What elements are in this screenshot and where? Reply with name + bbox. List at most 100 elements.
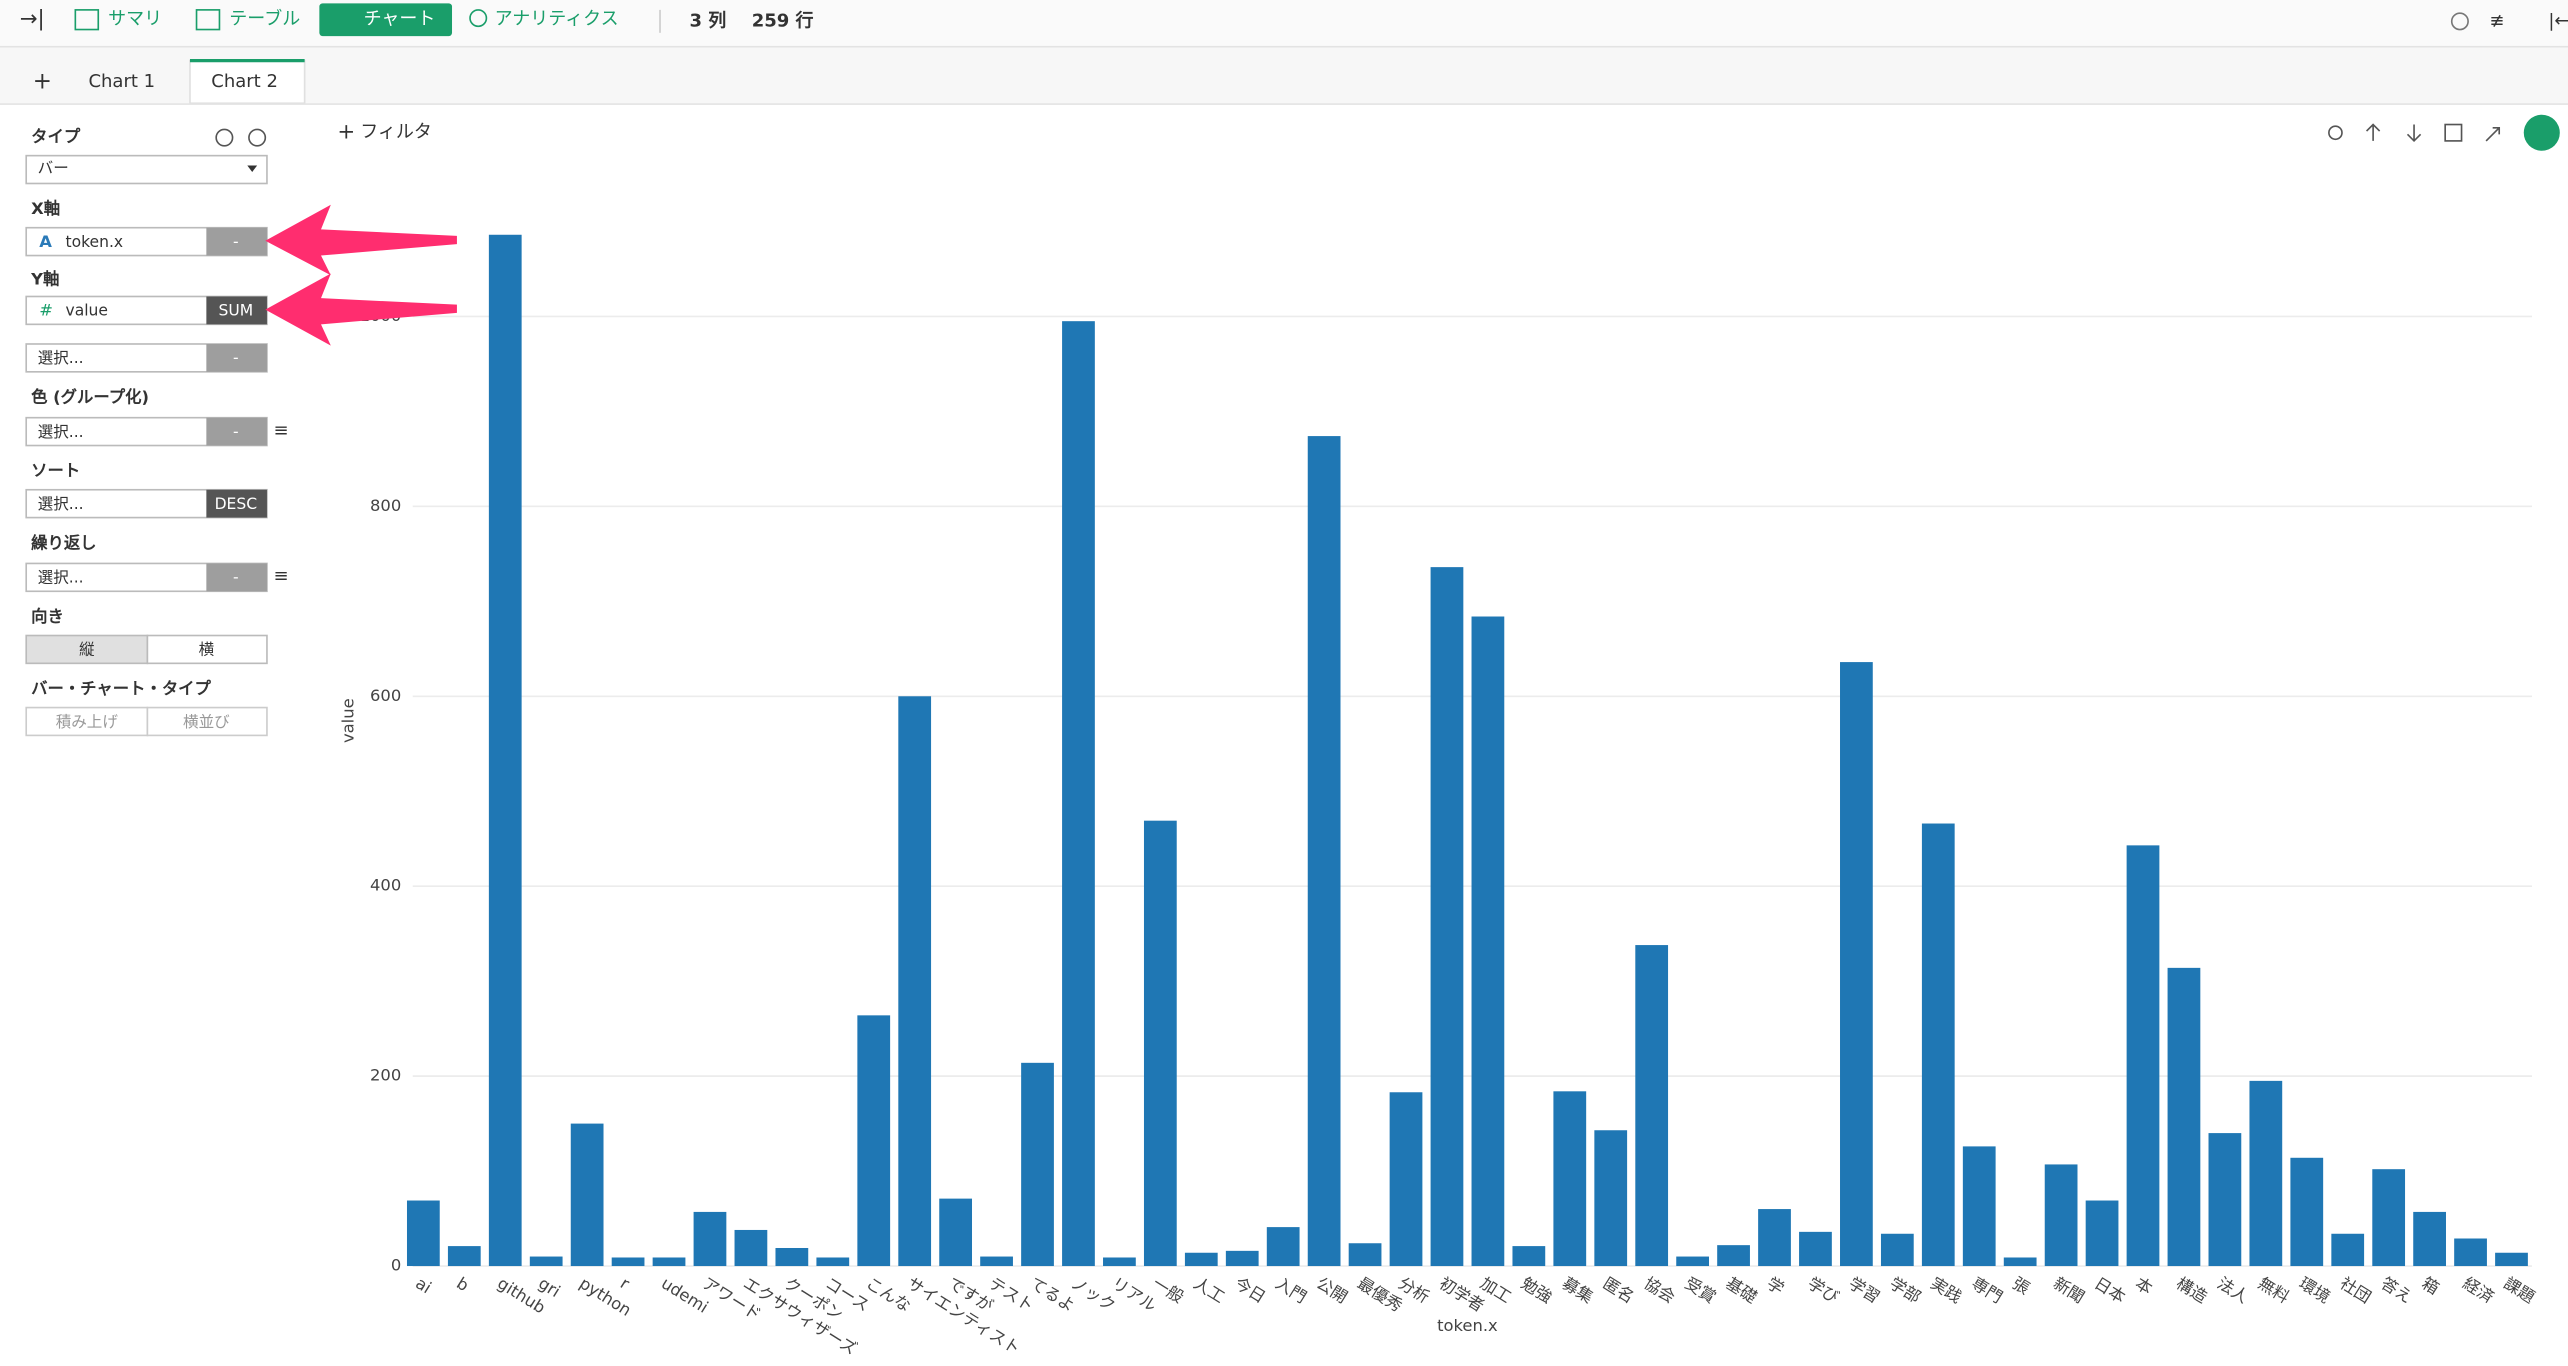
x-tick-label: 基礎 (1723, 1274, 1761, 1307)
y-tick-label: 800 (370, 496, 401, 515)
x-tick-label: ai (412, 1274, 434, 1298)
expand-icon[interactable] (2485, 126, 2501, 142)
refresh-icon[interactable] (2450, 12, 2469, 31)
field: value (66, 302, 108, 320)
bar (1471, 616, 1505, 1267)
bar (1512, 1246, 1546, 1267)
tab-analytics[interactable]: アナリティクス (495, 9, 619, 30)
x-tick-label: てるよ (1026, 1274, 1078, 1316)
add-chart[interactable]: + (33, 68, 52, 94)
toggle-off[interactable] (146, 634, 268, 665)
bar (1348, 1243, 1382, 1267)
filter-plus[interactable]: + (337, 120, 355, 145)
bar (406, 1200, 440, 1267)
x-tick-label: b (453, 1274, 472, 1296)
label: Y軸 (30, 270, 59, 289)
x-tick-label: 人工 (1190, 1274, 1228, 1307)
bar (1880, 1233, 1914, 1267)
bar (2413, 1211, 2446, 1267)
table-icon[interactable] (2444, 123, 2463, 142)
tab-chart[interactable]: チャート (364, 9, 436, 30)
agg[interactable] (206, 489, 267, 518)
label: バー・チャート・タイプ (31, 679, 211, 698)
gear-icon[interactable] (248, 128, 267, 147)
x-tick-label: 学習 (1845, 1274, 1883, 1307)
y-axis-label: value (338, 698, 357, 743)
arrow (265, 204, 457, 276)
bar (816, 1257, 850, 1267)
x-tick-label: 環境 (2296, 1274, 2334, 1307)
tabbar (0, 47, 2568, 104)
agg-label: - (233, 423, 239, 441)
upload-icon[interactable] (2365, 123, 2381, 141)
x-tick-label: 学 (1763, 1274, 1787, 1299)
pin-button[interactable] (2523, 114, 2560, 151)
agg[interactable] (206, 227, 267, 256)
bar (2126, 845, 2160, 1267)
bar (1717, 1245, 1750, 1267)
bar (775, 1247, 809, 1267)
bar (1103, 1257, 1136, 1267)
bar (2495, 1252, 2528, 1267)
x-tick-label: 専門 (1968, 1274, 2006, 1307)
label: 色 (グループ化) (31, 388, 149, 407)
field: 選択... (38, 495, 84, 513)
x-tick-label: 答え (2378, 1274, 2416, 1307)
type-select[interactable] (25, 154, 268, 185)
bar (1553, 1091, 1587, 1267)
agg[interactable] (206, 296, 267, 325)
field: token.x (66, 233, 124, 251)
collapse-icon[interactable]: →| (20, 7, 45, 32)
field: 選択... (38, 349, 84, 367)
bar (1921, 823, 1955, 1267)
settings-icon[interactable]: ≢ (2489, 10, 2504, 31)
x-tick-label: 実践 (1927, 1274, 1965, 1307)
bar (734, 1229, 768, 1267)
x-tick-label: 本 (2132, 1274, 2156, 1299)
chart-tab[interactable]: Chart 2 (211, 71, 278, 92)
agg[interactable] (206, 563, 267, 592)
option: 横 (199, 641, 215, 659)
toggle-off[interactable] (25, 706, 149, 737)
bar (2249, 1080, 2283, 1267)
bar (1962, 1146, 1996, 1267)
bar (2290, 1157, 2324, 1267)
bar (1676, 1256, 1709, 1267)
bar (898, 696, 932, 1267)
tab-chart-bg[interactable] (319, 3, 453, 37)
x-tick-label: 日本 (2091, 1274, 2129, 1307)
agg[interactable] (206, 417, 267, 446)
bar (2208, 1133, 2242, 1267)
bar (1184, 1252, 1218, 1267)
tab-summary[interactable]: サマリ (108, 9, 162, 30)
filter[interactable]: フィルタ (360, 122, 432, 143)
select-value: バー (38, 159, 69, 177)
x-tick-label: こんな (863, 1274, 915, 1316)
bar (2372, 1169, 2406, 1267)
bar (2331, 1233, 2365, 1267)
menu-icon[interactable]: ≡ (274, 566, 289, 587)
y-tick-label: 200 (370, 1066, 401, 1085)
help-icon[interactable] (215, 128, 234, 147)
row-count: 259 行 (752, 9, 814, 31)
download-icon[interactable] (2406, 124, 2422, 143)
x-tick-label: 募集 (1559, 1274, 1597, 1307)
bar (980, 1256, 1013, 1267)
label: 向き (31, 607, 64, 626)
x-tick-label: 協会 (1641, 1274, 1679, 1307)
string-icon: A (39, 232, 52, 251)
menu-icon[interactable]: ≡ (274, 420, 289, 441)
comment-icon[interactable] (2328, 125, 2343, 141)
label: 繰り返し (31, 533, 96, 552)
chart-tab[interactable]: Chart 1 (88, 71, 155, 92)
collapse-right-icon[interactable]: |← (2548, 10, 2568, 31)
toggle-off[interactable] (146, 706, 268, 737)
agg[interactable] (206, 343, 267, 372)
tab-table[interactable]: テーブル (229, 8, 300, 30)
bar (1143, 820, 1177, 1267)
x-tick-label: 新聞 (2050, 1274, 2088, 1307)
bar (1635, 945, 1669, 1267)
label: タイプ (31, 127, 81, 146)
active-tab[interactable] (189, 59, 306, 105)
